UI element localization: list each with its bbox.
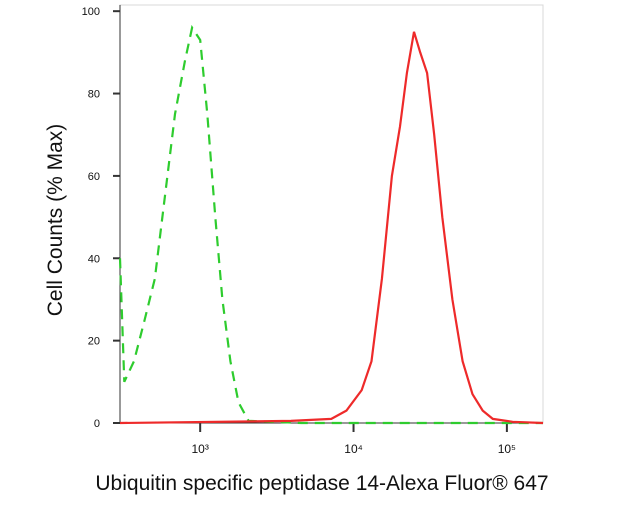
y-tick-label: 100: [82, 6, 100, 18]
series-line: [119, 31, 544, 425]
x-tick-label: 10³: [192, 442, 209, 456]
y-tick-label: 20: [88, 336, 100, 348]
y-tick-label: 0: [94, 418, 100, 430]
x-axis-title: Ubiquitin specific peptidase 14-Alexa Fl…: [95, 472, 548, 495]
y-tick-label: 40: [88, 253, 100, 265]
y-axis-title: Cell Counts (% Max): [44, 124, 67, 317]
x-tick-label: 10⁵: [498, 442, 516, 456]
series-line: [118, 24, 543, 425]
x-tick-label: 10⁴: [344, 442, 363, 456]
y-tick-label: 80: [88, 89, 100, 101]
y-tick-label: 60: [88, 171, 100, 183]
